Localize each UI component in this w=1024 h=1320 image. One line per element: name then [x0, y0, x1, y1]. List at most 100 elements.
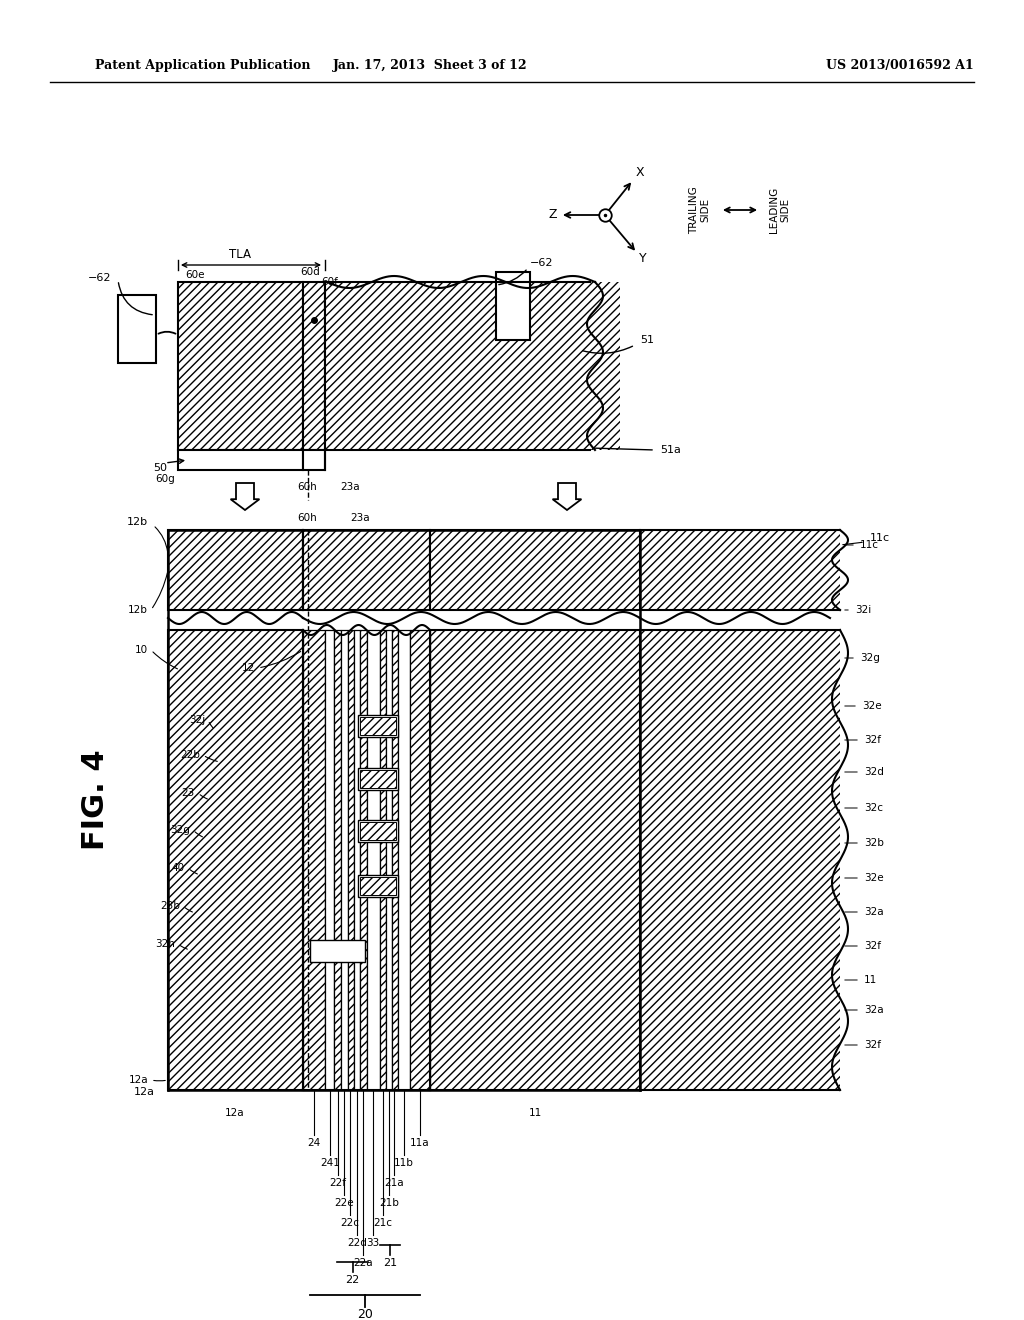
- Bar: [360, 822, 396, 840]
- Bar: [303, 531, 430, 610]
- Bar: [325, 630, 334, 1090]
- Bar: [358, 715, 398, 737]
- Bar: [325, 282, 620, 450]
- Bar: [640, 630, 840, 1090]
- Text: 22: 22: [345, 1275, 359, 1284]
- Bar: [178, 282, 303, 450]
- Bar: [178, 450, 303, 470]
- Text: LEADING
SIDE: LEADING SIDE: [769, 187, 791, 234]
- Text: 60e: 60e: [185, 271, 205, 280]
- Text: 22a: 22a: [353, 1258, 373, 1269]
- Text: Z: Z: [549, 209, 557, 222]
- Text: 32e: 32e: [862, 701, 882, 711]
- Text: 60h: 60h: [297, 513, 316, 523]
- Text: 23a: 23a: [350, 513, 370, 523]
- Bar: [168, 630, 303, 1090]
- Text: 12b: 12b: [128, 605, 148, 615]
- Text: 32i: 32i: [855, 605, 871, 615]
- Bar: [360, 770, 396, 788]
- Text: 51a: 51a: [660, 445, 681, 455]
- Text: −62: −62: [88, 273, 112, 282]
- Text: 22e: 22e: [334, 1199, 354, 1208]
- Text: US 2013/0016592 A1: US 2013/0016592 A1: [826, 58, 974, 71]
- Text: 11a: 11a: [411, 1138, 430, 1148]
- Text: 11c: 11c: [870, 533, 890, 543]
- Text: 22c: 22c: [341, 1218, 359, 1228]
- Text: 32d: 32d: [864, 767, 884, 777]
- Bar: [358, 768, 398, 789]
- Text: 51: 51: [640, 335, 654, 345]
- Bar: [354, 630, 360, 1090]
- Text: 60g: 60g: [155, 474, 175, 484]
- Text: 21b: 21b: [379, 1199, 399, 1208]
- Text: 12b: 12b: [127, 517, 148, 527]
- Text: 23a: 23a: [340, 482, 359, 492]
- Text: 32a: 32a: [864, 907, 884, 917]
- Text: 60d: 60d: [300, 267, 319, 277]
- Text: 23b: 23b: [160, 902, 180, 911]
- Text: 32f: 32f: [864, 941, 881, 950]
- Bar: [430, 630, 640, 1090]
- Bar: [410, 630, 430, 1090]
- Text: 32b: 32b: [864, 838, 884, 847]
- Bar: [640, 531, 840, 610]
- Text: 12a: 12a: [134, 1086, 155, 1097]
- Text: 60h: 60h: [297, 482, 316, 492]
- Text: 21: 21: [383, 1258, 397, 1269]
- Text: 32e: 32e: [864, 873, 884, 883]
- Text: 12a: 12a: [225, 1107, 245, 1118]
- Text: 11b: 11b: [394, 1158, 414, 1168]
- Bar: [168, 531, 303, 610]
- Text: 60f: 60f: [322, 277, 339, 286]
- Text: 32f: 32f: [864, 735, 881, 744]
- Text: 23: 23: [181, 788, 195, 799]
- Bar: [386, 630, 392, 1090]
- Text: 22d: 22d: [347, 1238, 367, 1247]
- Text: 40: 40: [172, 863, 185, 873]
- Text: TRAILING
SIDE: TRAILING SIDE: [689, 186, 711, 234]
- Bar: [310, 940, 365, 962]
- Text: 32c: 32c: [864, 803, 883, 813]
- Text: 21c: 21c: [374, 1218, 392, 1228]
- Text: Patent Application Publication: Patent Application Publication: [95, 58, 310, 71]
- Text: 33: 33: [367, 1238, 380, 1247]
- Bar: [303, 450, 325, 470]
- Text: 32h: 32h: [155, 939, 175, 949]
- Bar: [398, 630, 410, 1090]
- Bar: [367, 630, 380, 1090]
- Polygon shape: [553, 483, 582, 510]
- Text: 21a: 21a: [384, 1177, 403, 1188]
- Bar: [334, 630, 341, 1090]
- Text: TLA: TLA: [229, 248, 251, 261]
- Text: 20: 20: [357, 1308, 373, 1320]
- Bar: [341, 630, 348, 1090]
- Text: 10: 10: [135, 645, 148, 655]
- Text: X: X: [636, 166, 644, 180]
- Text: 24: 24: [307, 1138, 321, 1148]
- Bar: [303, 282, 325, 450]
- Bar: [358, 875, 398, 898]
- Text: 11: 11: [528, 1107, 542, 1118]
- Bar: [496, 272, 530, 341]
- Text: 32a: 32a: [864, 1005, 884, 1015]
- Text: 11c: 11c: [860, 540, 879, 550]
- Text: 32f: 32f: [864, 1040, 881, 1049]
- Bar: [360, 630, 367, 1090]
- Text: 32j: 32j: [188, 715, 205, 725]
- Text: 22f: 22f: [330, 1177, 346, 1188]
- Text: 32g: 32g: [170, 825, 190, 836]
- Bar: [303, 630, 325, 1090]
- Bar: [392, 630, 398, 1090]
- Text: 22b: 22b: [180, 750, 200, 760]
- Bar: [430, 531, 640, 610]
- Bar: [360, 717, 396, 735]
- Polygon shape: [230, 483, 259, 510]
- Bar: [360, 876, 396, 895]
- Text: 50: 50: [153, 463, 167, 473]
- Text: Y: Y: [639, 252, 647, 265]
- Text: 241: 241: [321, 1158, 340, 1168]
- Text: Jan. 17, 2013  Sheet 3 of 12: Jan. 17, 2013 Sheet 3 of 12: [333, 58, 527, 71]
- Text: 12: 12: [242, 663, 255, 673]
- Text: −62: −62: [530, 257, 554, 268]
- Text: 11: 11: [864, 975, 878, 985]
